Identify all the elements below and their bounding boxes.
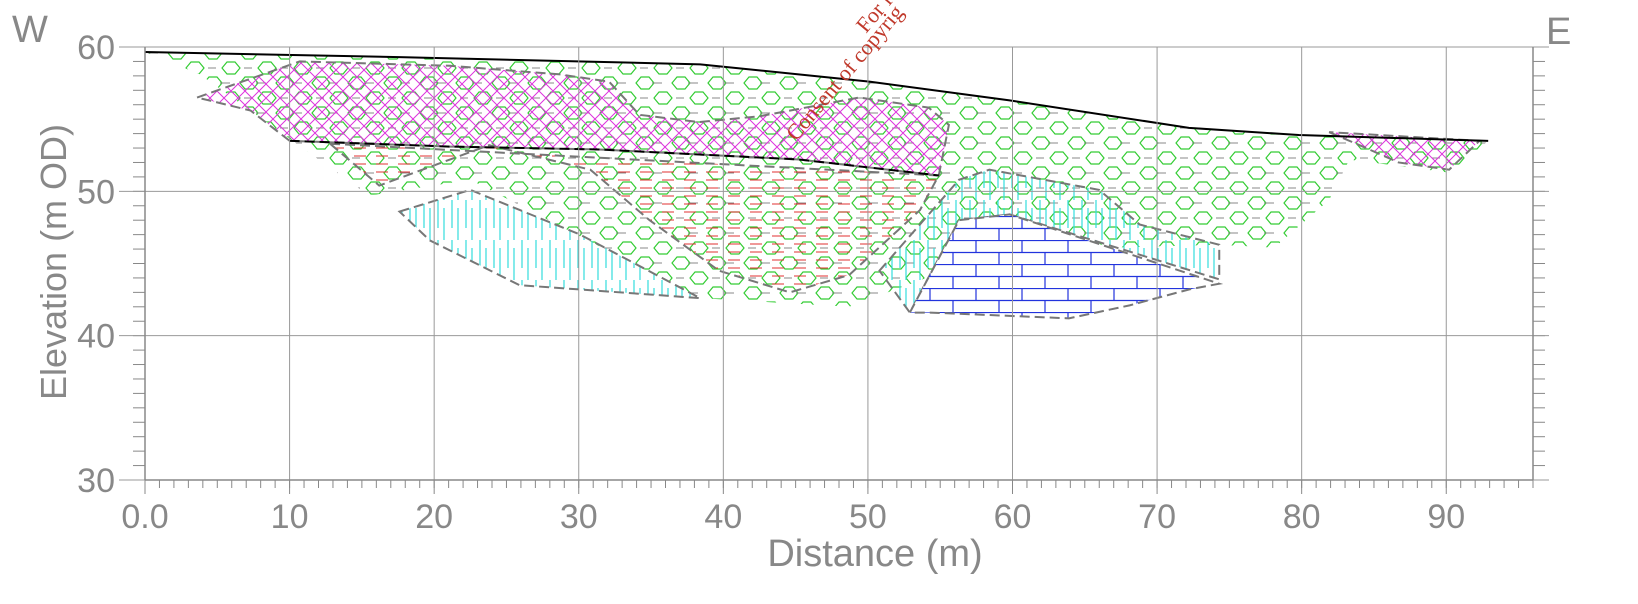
y-tick-label: 40 [77, 318, 115, 356]
geologic-unit [397, 188, 701, 300]
geologic-unit [908, 213, 1224, 320]
x-tick-label: 40 [704, 498, 742, 536]
boundary-line [289, 139, 939, 177]
y-tick-label: 30 [77, 462, 115, 500]
corner-label: W [12, 9, 48, 51]
y-tick-label: 50 [77, 173, 115, 211]
geologic-unit [193, 60, 950, 177]
units [144, 51, 1489, 320]
x-tick-label: 0.0 [121, 498, 168, 536]
x-tick-label: 70 [1138, 498, 1176, 536]
geologic-unit [1328, 131, 1482, 171]
x-tick-label: 30 [560, 498, 598, 536]
x-tick-label: 80 [1283, 498, 1321, 536]
x-tick-label: 60 [994, 498, 1032, 536]
geologic-unit [327, 142, 941, 294]
x-axis-label: Distance (m) [767, 533, 982, 575]
x-tick-label: 50 [849, 498, 887, 536]
x-tick-label: 10 [271, 498, 309, 536]
ground-surface [144, 51, 1489, 142]
corner-label: E [1546, 11, 1571, 53]
axes: 0.0 10 20 30 40 50 60 70 80 90 30 40 50 60 [77, 29, 1549, 536]
x-tick-label: 90 [1427, 498, 1465, 536]
y-axis-label: Elevation (m OD) [33, 124, 74, 400]
x-tick-label: 20 [415, 498, 453, 536]
y-tick-label: 60 [77, 29, 115, 67]
